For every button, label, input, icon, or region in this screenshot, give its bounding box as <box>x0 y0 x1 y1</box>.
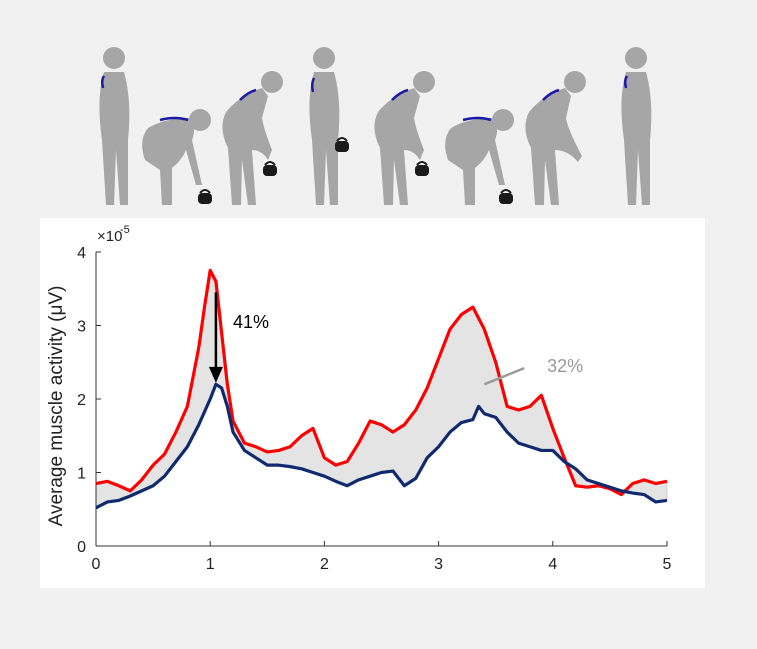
chart-panel: 0 1 2 3 4 5 0 1 2 3 4 41% 32% Average muscle activi… <box>40 218 705 588</box>
annotation-label: 41% <box>233 312 269 332</box>
squat-lower-figure-icon <box>445 109 514 205</box>
series-lines <box>95 268 668 510</box>
hinge-release-figure-icon <box>525 71 586 205</box>
y-tick-label: 2 <box>77 392 86 409</box>
svg-text:-5: -5 <box>120 224 130 236</box>
x-tick-label: 2 <box>320 556 329 573</box>
y-tick-label: 3 <box>77 319 86 336</box>
annotation-label: 32% <box>547 356 583 376</box>
hinge-lift-figure-icon <box>222 71 283 205</box>
x-tick-label: 5 <box>663 556 672 573</box>
pointer-line <box>483 366 525 386</box>
y-scale-note: ×10 -5 <box>97 224 130 245</box>
y-tick-label: 4 <box>77 245 86 262</box>
x-tick-label: 0 <box>92 556 101 573</box>
y-axis-label: Average muscle activity (μV) <box>46 286 67 527</box>
x-tick-label: 1 <box>206 556 215 573</box>
squat-lift-figure-icon <box>142 109 213 205</box>
navy-series-line <box>95 382 668 510</box>
hinge-lower-figure-icon <box>374 71 435 205</box>
posture-figure-strip <box>99 47 652 205</box>
axes <box>95 252 667 547</box>
standing-figure-icon <box>621 47 652 205</box>
annotations: 41% 32% <box>208 292 583 386</box>
reduction-arrow-head <box>208 366 223 383</box>
x-tick-label: 3 <box>434 556 443 573</box>
tick-marks: 0 1 2 3 4 5 0 1 2 3 4 <box>77 245 671 573</box>
standing-holding-kettlebell-icon <box>309 47 350 205</box>
svg-text:×10: ×10 <box>97 228 122 245</box>
standing-figure-icon <box>99 47 130 205</box>
x-tick-label: 4 <box>548 556 557 573</box>
y-tick-label: 0 <box>77 539 86 556</box>
y-tick-label: 1 <box>77 466 86 483</box>
muscle-activity-chart: 0 1 2 3 4 5 0 1 2 3 4 41% 32% Average muscle activi… <box>46 224 672 573</box>
